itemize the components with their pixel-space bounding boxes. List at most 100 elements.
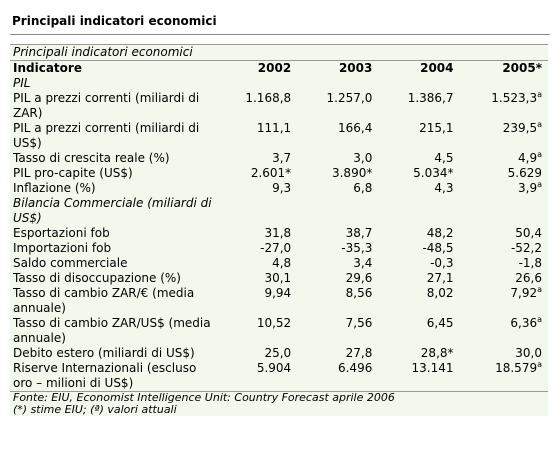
header-cell: Indicatore <box>10 61 216 77</box>
note-marker: a <box>537 150 542 159</box>
value: 48,2 <box>426 226 454 240</box>
row-label: Riserve Internazionali (escluso oro – mi… <box>13 361 197 390</box>
value-cell: 7,92a <box>460 286 548 316</box>
value-cell: -0,3 <box>378 256 459 271</box>
data-row: PIL pro-capite (US$) 2.601* 3.890* 5.034* 5.… <box>10 166 548 181</box>
row-label: Esportazioni fob <box>13 226 110 240</box>
value: 6,45 <box>426 316 454 330</box>
value: 10,52 <box>256 316 292 330</box>
note-marker: a <box>537 180 542 189</box>
value-cell: 6,8 <box>297 181 378 196</box>
value-cell: 9,3 <box>216 181 297 196</box>
value-cell: 27,1 <box>378 271 459 286</box>
column-header: 2005* <box>502 61 542 75</box>
value-cell: 7,56 <box>297 316 378 346</box>
header-cell: 2004 <box>378 61 459 77</box>
empty-cell <box>460 76 548 91</box>
row-label-cell: Esportazioni fob <box>10 226 216 241</box>
value-cell: 48,2 <box>378 226 459 241</box>
value-cell: 18.579a <box>459 361 548 392</box>
value: 18.579 <box>495 361 538 375</box>
header-row: Indicatore 2002 2003 2004 2005* <box>10 61 548 77</box>
data-row: Riserve Internazionali (escluso oro – mi… <box>10 361 548 392</box>
value: 166,4 <box>337 121 373 135</box>
value: 26,6 <box>515 271 542 285</box>
header-cell: 2005* <box>460 61 548 77</box>
value: 8,56 <box>345 286 373 300</box>
value: 3,0 <box>353 151 373 165</box>
value-cell: 30,1 <box>216 271 297 286</box>
section-cell: PIL <box>10 76 216 91</box>
value: 28,8* <box>420 346 454 360</box>
value: 7,92 <box>510 286 538 300</box>
value: 4,5 <box>434 151 454 165</box>
data-row: Tasso di cambio ZAR/US$ (media annuale) 1… <box>10 316 548 346</box>
column-header: 2004 <box>420 61 454 75</box>
value-cell: 4,8 <box>216 256 297 271</box>
empty-cell <box>378 196 459 226</box>
value: 1.168,8 <box>245 91 292 105</box>
value: 30,0 <box>515 346 542 360</box>
value-cell: 6,45 <box>378 316 459 346</box>
value: 3.890* <box>331 166 373 180</box>
row-label-cell: Saldo commerciale <box>10 256 216 271</box>
footnote: (*) stime EIU; (ª) valori attuali <box>13 403 177 416</box>
header-cell: 2003 <box>297 61 378 77</box>
value: 5.629 <box>507 166 542 180</box>
value: 13.141 <box>411 361 454 375</box>
value: 215,1 <box>419 121 454 135</box>
value: 25,0 <box>264 346 292 360</box>
value: 4,9 <box>518 151 538 165</box>
page-title: Principali indicatori economici <box>12 14 217 28</box>
value-cell: 9,94 <box>216 286 297 316</box>
value: 3,7 <box>272 151 292 165</box>
caption-cell: Principali indicatori economici <box>10 44 548 61</box>
row-label-cell: Importazioni fob <box>10 241 216 256</box>
row-label-cell: PIL a prezzi correnti (miliardi di US$) <box>10 121 216 151</box>
value: 38,7 <box>345 226 373 240</box>
indicator-table: Principali indicatori economici Indicator… <box>10 44 548 416</box>
value: 9,94 <box>264 286 292 300</box>
value: 27,8 <box>345 346 373 360</box>
value-cell: 1.257,0 <box>297 91 378 121</box>
empty-cell <box>297 196 378 226</box>
value: 31,8 <box>264 226 292 240</box>
value-cell: -52,2 <box>460 241 548 256</box>
empty-cell <box>297 76 378 91</box>
row-label: Tasso di disoccupazione (%) <box>13 271 181 285</box>
value-cell: 8,56 <box>297 286 378 316</box>
row-label: Saldo commerciale <box>13 256 128 270</box>
row-label-cell: Debito estero (miliardi di US$) <box>10 346 216 361</box>
row-label: Tasso di cambio ZAR/US$ (media annuale) <box>13 316 211 345</box>
value-cell: 3,4 <box>297 256 378 271</box>
value: 1.386,7 <box>407 91 454 105</box>
divider <box>10 34 550 35</box>
row-label: Importazioni fob <box>13 241 112 255</box>
value: 6,8 <box>353 181 373 195</box>
value: 1.257,0 <box>326 91 373 105</box>
data-row: PIL a prezzi correnti (miliardi di ZAR) 1… <box>10 91 548 121</box>
row-label: PIL pro-capite (US$) <box>13 166 133 180</box>
value-cell: 5.629 <box>460 166 548 181</box>
value-cell: 27,8 <box>297 346 378 361</box>
value-cell: -35,3 <box>297 241 378 256</box>
value-cell: 10,52 <box>216 316 297 346</box>
caption-row: Principali indicatori economici <box>10 44 548 61</box>
row-label: PIL a prezzi correnti (miliardi di US$) <box>13 121 200 150</box>
value-cell: 13.141 <box>378 361 460 392</box>
empty-cell <box>460 196 548 226</box>
value-cell: 6.496 <box>297 361 379 392</box>
value: 27,1 <box>426 271 454 285</box>
value: 4,8 <box>272 256 292 270</box>
value: 8,02 <box>426 286 454 300</box>
value: 6,36 <box>510 316 538 330</box>
caption: Principali indicatori economici <box>13 45 193 59</box>
data-row: Tasso di disoccupazione (%) 30,1 29,6 27,1 2… <box>10 271 548 286</box>
row-label-cell: Tasso di cambio ZAR/€ (media annuale) <box>10 286 216 316</box>
value-cell: 5.034* <box>378 166 459 181</box>
section-label: PIL <box>13 76 31 90</box>
value-cell: 3.890* <box>297 166 378 181</box>
value: 1.523,3 <box>491 91 538 105</box>
column-header: 2002 <box>257 61 292 75</box>
section-cell: Bilancia Commerciale (miliardi di US$) <box>10 196 216 226</box>
